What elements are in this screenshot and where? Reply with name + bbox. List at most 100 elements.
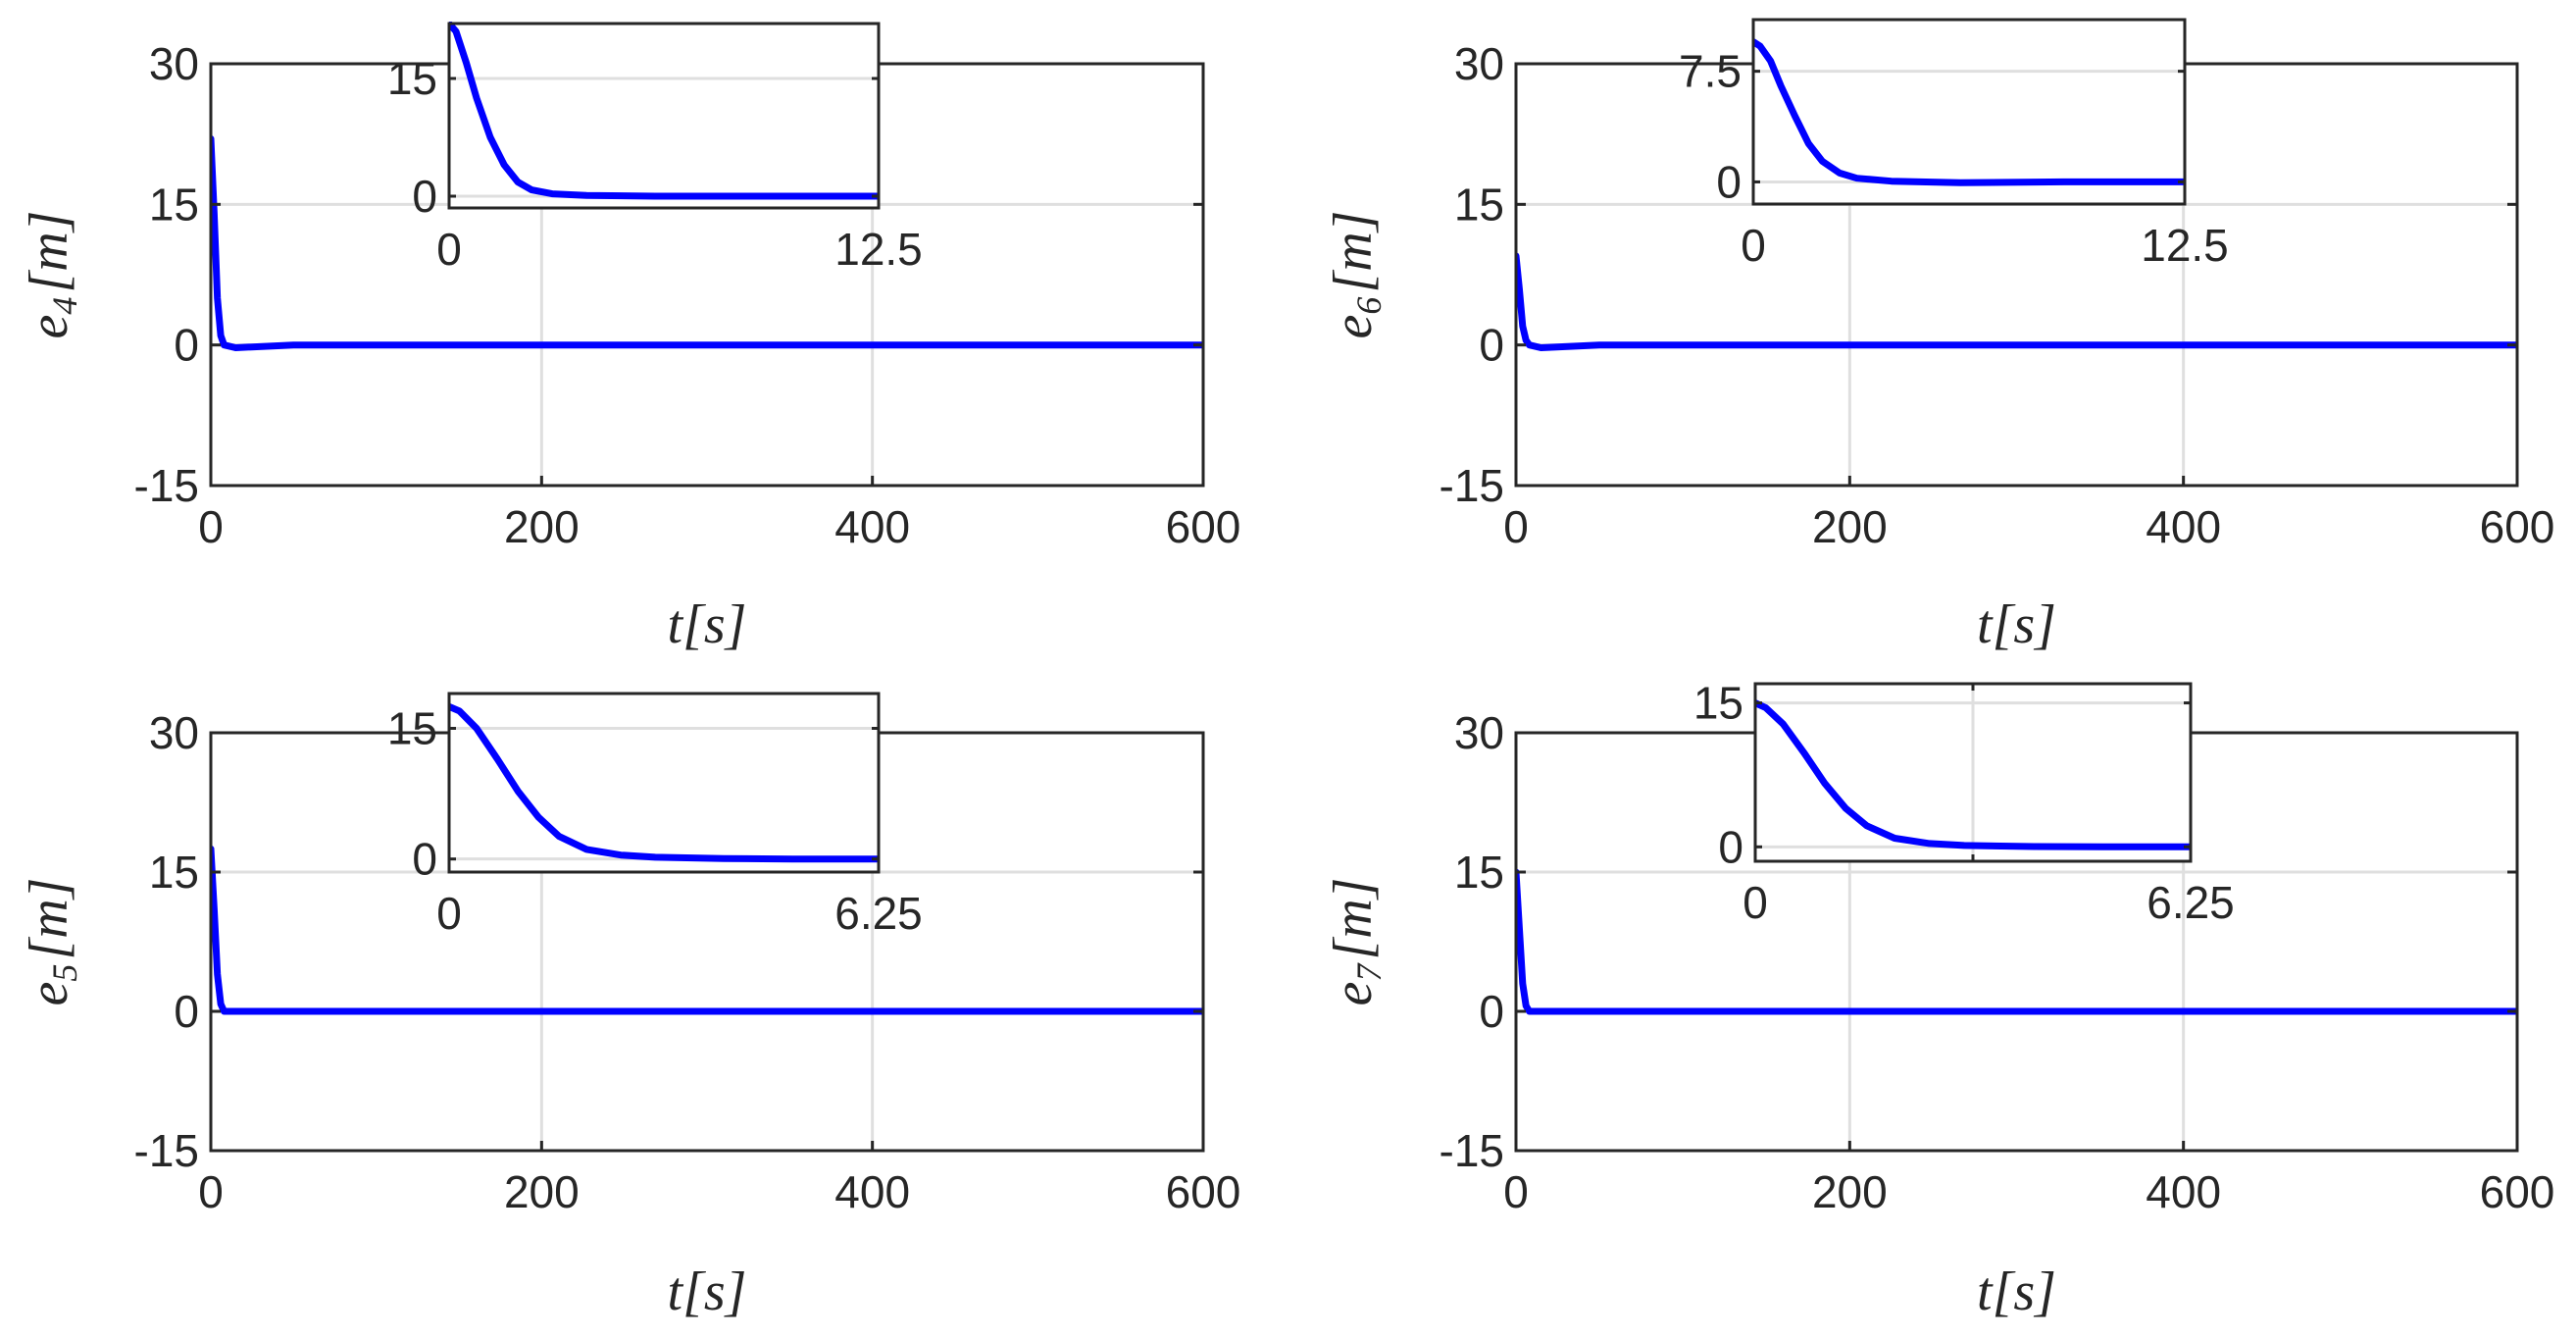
panel-e4-ytick-label-1: 0 bbox=[174, 320, 199, 371]
panel-e5-ytick-label-2: 15 bbox=[149, 847, 199, 898]
panel-e4-inset-xtick-label-0: 0 bbox=[436, 224, 462, 275]
panel-e4-inset-axes: 0 12.5 0 15 bbox=[387, 22, 923, 275]
panel-e4-ylabel-var: e bbox=[19, 315, 79, 339]
panel-e4-ylabel-open: [ bbox=[19, 270, 79, 293]
panel-e6-inset-xtick-label-1: 12.5 bbox=[2141, 220, 2229, 271]
panel-e7-ylabel-close: ] bbox=[1323, 878, 1384, 901]
panel-e5-ytick-label-3: 30 bbox=[149, 707, 199, 758]
panel-e7-ylabel-open: [ bbox=[1323, 937, 1384, 960]
panel-e4-xlabel: t[s] bbox=[668, 594, 747, 655]
panel-e5-xlabel-close: ] bbox=[724, 1261, 747, 1322]
panel-e5-inset-xtick-label-1: 6.25 bbox=[834, 888, 923, 939]
panel-e4-xlabel-close: ] bbox=[724, 594, 747, 655]
panel-e7-inset-series-line-0 bbox=[1755, 699, 2191, 850]
panel-e4-inset-plot-area bbox=[449, 24, 879, 208]
panel-e7-xtick-label-3: 600 bbox=[2480, 1166, 2555, 1217]
panel-e4-series-line-0 bbox=[211, 134, 1203, 351]
panel-e6-xlabel: t[s] bbox=[1977, 594, 2056, 655]
panel-e4-ylabel-unit: m bbox=[19, 232, 79, 271]
panel-e6-xlabel-unit: s bbox=[2013, 594, 2035, 655]
panel-e6-xtick-label-3: 600 bbox=[2480, 501, 2555, 552]
panel-e5-ylabel-var: e bbox=[19, 982, 79, 1006]
panel-e6-ytick-label-3: 30 bbox=[1454, 38, 1504, 89]
panel-e5-ytick-label-0: -15 bbox=[134, 1125, 199, 1176]
panel-e6-inset-frame bbox=[1751, 18, 2187, 206]
panel-e5-inset-xtick-label-0: 0 bbox=[436, 888, 462, 939]
panel-e6-ylabel-unit: m bbox=[1323, 232, 1384, 271]
panel-e4-ylabel: e4 [m] bbox=[19, 211, 84, 339]
panel-e5-xlabel-var: t bbox=[668, 1261, 684, 1322]
panel-e7-xlabel-unit: s bbox=[2013, 1261, 2035, 1322]
panel-e4-inset-ytick-label-0: 0 bbox=[412, 171, 437, 222]
panel-e5-xlabel-unit: s bbox=[704, 1261, 726, 1322]
panel-e6-inset-axes: 0 12.5 0 7.5 bbox=[1679, 18, 2229, 271]
panel-e7-ytick-label-1: 0 bbox=[1479, 986, 1504, 1037]
panel-e5-series-line-0 bbox=[211, 845, 1203, 1015]
panel-e5-inset-ytick-label-1: 15 bbox=[387, 703, 437, 754]
panel-e7-xlabel-var: t bbox=[1977, 1261, 1994, 1322]
panel-e5-xtick-label-0: 0 bbox=[198, 1166, 224, 1217]
panel-e4-ytick-label-0: -15 bbox=[134, 460, 199, 511]
panel-e6-xtick-label-0: 0 bbox=[1503, 501, 1529, 552]
panel-e6-inset-ytick-label-1: 7.5 bbox=[1679, 46, 1742, 97]
panel-e6-ylabel-var: e bbox=[1323, 315, 1384, 339]
panel-e5-xlabel: t[s] bbox=[668, 1261, 747, 1322]
panel-e7-xlabel-open: [ bbox=[1993, 1261, 2016, 1322]
panel-e6-ylabel: e6 [m] bbox=[1323, 211, 1389, 339]
panel-e7-series-line-0 bbox=[1516, 868, 2517, 1015]
panel-e5-ylabel: e5 [m] bbox=[19, 878, 84, 1006]
panel-e4-xlabel-var: t bbox=[668, 594, 684, 655]
panel-e7-ylabel-unit: m bbox=[1323, 899, 1384, 938]
panel-e7-ytick-label-2: 15 bbox=[1454, 847, 1504, 898]
panel-e7-xtick-label-0: 0 bbox=[1503, 1166, 1529, 1217]
panel-e4-xtick-label-1: 200 bbox=[504, 501, 580, 552]
panel-e5-ytick-label-1: 0 bbox=[174, 986, 199, 1037]
panel-e6-xlabel-var: t bbox=[1977, 594, 1994, 655]
panel-e5-ylabel-close: ] bbox=[19, 878, 79, 901]
panel-e6-ylabel-close: ] bbox=[1323, 211, 1384, 234]
panel-e4-ytick-label-2: 15 bbox=[149, 179, 199, 230]
panel-e6-inset-plot-area bbox=[1753, 20, 2185, 204]
panel-e7-ytick-label-3: 30 bbox=[1454, 707, 1504, 758]
panel-e7-xtick-label-1: 200 bbox=[1812, 1166, 1888, 1217]
panel-e6-xlabel-open: [ bbox=[1993, 594, 2016, 655]
panel-e6-ytick-label-1: 0 bbox=[1479, 320, 1504, 371]
panel-e4-inset-ytick-label-1: 15 bbox=[387, 53, 437, 104]
panel-e4-xtick-label-2: 400 bbox=[834, 501, 910, 552]
panel-e4-ytick-label-3: 30 bbox=[149, 38, 199, 89]
panel-e6-inset-xtick-label-0: 0 bbox=[1741, 220, 1766, 271]
panel-e5-xtick-label-1: 200 bbox=[504, 1166, 580, 1217]
panel-e6-inset-series-line-0 bbox=[1753, 38, 2185, 186]
panel-e6-series-line-0 bbox=[1516, 252, 2517, 351]
panel-e4-xlabel-open: [ bbox=[682, 594, 706, 655]
panel-e5-inset-plot-area bbox=[449, 694, 879, 872]
panel-e7-xlabel-close: ] bbox=[2033, 1261, 2056, 1322]
panel-e4-ylabel-sub: 4 bbox=[45, 297, 84, 315]
panel-e6-ylabel-open: [ bbox=[1323, 270, 1384, 293]
panel-e6-inset-ytick-label-0: 0 bbox=[1716, 156, 1742, 207]
panel-e6-ytick-label-0: -15 bbox=[1440, 460, 1504, 511]
panel-e5-inset-ytick-label-0: 0 bbox=[412, 834, 437, 885]
panel-e7-xlabel: t[s] bbox=[1977, 1261, 2056, 1322]
panel-e4-xlabel-unit: s bbox=[704, 594, 726, 655]
panel-e4-xtick-label-0: 0 bbox=[198, 501, 224, 552]
panel-e5-inset-axes: 0 6.25 0 15 bbox=[387, 692, 923, 939]
panel-e4-inset-series-line-0 bbox=[449, 22, 879, 200]
panel-e7-xtick-label-2: 400 bbox=[2146, 1166, 2221, 1217]
panel-e7-inset-ytick-label-1: 15 bbox=[1693, 678, 1743, 729]
panel-e5-inset-frame bbox=[447, 692, 881, 874]
panel-e5-inset-series-line-0 bbox=[449, 702, 879, 863]
panel-e4-inset-frame bbox=[447, 22, 881, 210]
panel-e7-ylabel-sub: 7 bbox=[1349, 962, 1389, 982]
panel-e7-ylabel-var: e bbox=[1323, 982, 1384, 1006]
panel-e5-ylabel-sub: 5 bbox=[45, 964, 84, 982]
panel-e5-ylabel-open: [ bbox=[19, 937, 79, 960]
panel-e5-xtick-label-2: 400 bbox=[834, 1166, 910, 1217]
panel-e6-xtick-label-1: 200 bbox=[1812, 501, 1888, 552]
panel-e4-inset-xtick-label-1: 12.5 bbox=[834, 224, 923, 275]
panel-e7-inset-axes: 0 6.25 0 15 bbox=[1693, 678, 2235, 928]
panel-e7-inset-xtick-label-0: 0 bbox=[1743, 877, 1768, 928]
panel-e5-xlabel-open: [ bbox=[682, 1261, 706, 1322]
panel-e5-xtick-label-3: 600 bbox=[1166, 1166, 1241, 1217]
